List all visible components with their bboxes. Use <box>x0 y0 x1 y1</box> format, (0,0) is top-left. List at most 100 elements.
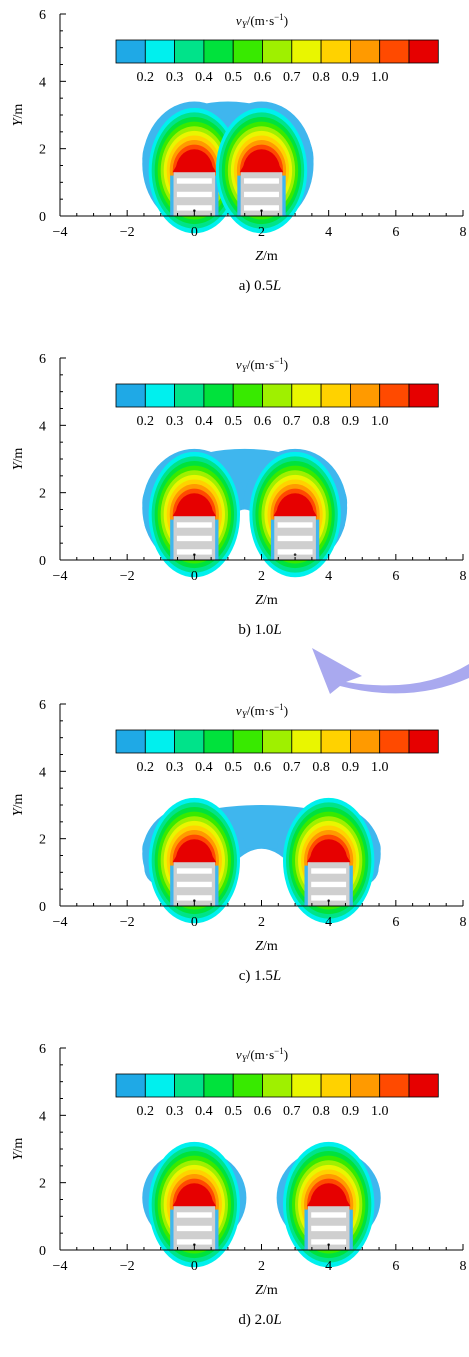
pallet-stripe <box>244 205 279 211</box>
flame-peak <box>180 503 191 517</box>
pallet-stripe <box>176 868 212 874</box>
colorbar-tick-label: 0.6 <box>254 1104 272 1119</box>
contour-source-1 <box>148 1141 241 1268</box>
flame-peak <box>323 1197 334 1207</box>
pallet-2 <box>240 172 283 216</box>
x-tick-label: 2 <box>258 1259 265 1274</box>
x-tick-label: 8 <box>460 225 467 240</box>
x-tick-label: −4 <box>53 225 68 240</box>
axes <box>59 357 464 561</box>
colorbar-tick-label: 0.7 <box>283 70 301 85</box>
flame-peak <box>340 853 351 863</box>
x-tick-label: 2 <box>258 225 265 240</box>
pallet-stripe <box>176 535 212 542</box>
x-tick-label: −4 <box>53 569 68 584</box>
flame-peak <box>306 507 317 517</box>
flame-peak <box>306 853 317 863</box>
flame-peak <box>189 163 200 173</box>
colorbar-cell <box>408 39 439 64</box>
pallet-stripe <box>311 881 347 888</box>
x-tick-label: 8 <box>460 1259 467 1274</box>
pallet-stripe <box>176 1239 212 1245</box>
flame-peak <box>273 507 284 517</box>
pallet-stripe <box>176 895 212 901</box>
axes <box>59 13 464 217</box>
colorbar-tick-label: 1.0 <box>371 70 389 85</box>
y-tick-label: 0 <box>39 210 46 225</box>
x-tick-label: 4 <box>325 1259 332 1274</box>
colorbar-tick-label: 1.0 <box>371 414 389 429</box>
colorbar-tick-label: 0.4 <box>195 1104 213 1119</box>
x-tick-label: −2 <box>120 915 135 930</box>
contour-field <box>142 1141 381 1268</box>
flame-peak <box>264 159 275 173</box>
flame-peak <box>323 853 334 863</box>
flame-peak <box>332 1193 343 1207</box>
colorbar-tick-label: 0.3 <box>166 760 184 775</box>
flame-peaks <box>172 503 217 517</box>
flame-peak <box>197 503 208 517</box>
pallet-2 <box>274 516 316 560</box>
x-tick-label: 2 <box>258 915 265 930</box>
y-tick-label: 6 <box>39 698 46 713</box>
x-tick-label: 0 <box>191 1259 198 1274</box>
flame-peak <box>189 853 200 863</box>
colorbar-tick-label: 0.5 <box>224 760 242 775</box>
colorbar-tick-label: 0.6 <box>254 414 272 429</box>
chart-panel-c: −4 −2 0 2 4 6 8 0 2 4 6 Z/m Y/m vY/(m·s−1) 0.2 0.3 0.4 0.… <box>11 698 467 984</box>
flame-peaks <box>239 159 284 173</box>
panel-caption: c) 1.5L <box>239 968 282 984</box>
colorbar-tick-label: 0.7 <box>283 414 301 429</box>
colorbar-tick-label: 0.8 <box>312 1104 330 1119</box>
colorbar-tick-label: 0.3 <box>166 414 184 429</box>
x-tick-label: 0 <box>191 915 198 930</box>
colorbar-cell <box>408 383 439 408</box>
x-tick-label: 6 <box>392 915 399 930</box>
contour-gap <box>226 848 297 906</box>
y-tick-label: 6 <box>39 8 46 23</box>
flame-peak <box>189 507 200 517</box>
flame-peak <box>248 159 259 173</box>
y-tick-label: 2 <box>39 833 46 848</box>
contour-field <box>142 797 381 924</box>
x-tick-label: 6 <box>392 1259 399 1274</box>
pallet-stripe <box>176 178 212 184</box>
y-tick-label: 0 <box>39 900 46 915</box>
flame-peak <box>172 507 183 517</box>
chart-panel-a: −4 −2 0 2 4 6 8 0 2 4 6 Z/m Y/m vY/(m·s−1) 0.2 0.3 0.4 0.… <box>11 8 467 294</box>
y-axis-label: Y/m <box>11 104 26 127</box>
colorbar-cell <box>408 1073 439 1098</box>
contour-source-1 <box>148 451 241 578</box>
axes <box>59 1047 464 1251</box>
colorbar-tick-label: 0.8 <box>312 414 330 429</box>
pallet-stripe <box>311 868 347 874</box>
pallet-1 <box>173 172 216 216</box>
contour-field <box>142 448 348 578</box>
y-tick-label: 0 <box>39 1244 46 1259</box>
colorbar: vY/(m·s−1) 0.2 0.3 0.4 0.5 0.6 0.7 0.8 0.9 1.0 <box>115 356 439 429</box>
contour-source-2 <box>249 451 341 578</box>
y-tick-label: 4 <box>39 75 46 90</box>
colorbar-tick-label: 0.2 <box>137 70 155 85</box>
panel-caption: a) 0.5L <box>239 278 282 294</box>
colorbar: vY/(m·s−1) 0.2 0.3 0.4 0.5 0.6 0.7 0.8 0.9 1.0 <box>115 12 439 85</box>
flame-peak <box>180 849 191 863</box>
y-axis-label: Y/m <box>11 794 26 817</box>
colorbar-tick-label: 0.7 <box>283 1104 301 1119</box>
pallet-stripe <box>311 1225 347 1232</box>
pallet-2 <box>307 862 350 906</box>
pallet-stripe <box>176 205 212 211</box>
x-tick-label: 8 <box>460 915 467 930</box>
pallet-stripe <box>277 549 313 555</box>
flame-peak <box>189 1197 200 1207</box>
flame-peak <box>206 1197 217 1207</box>
contour-source-1 <box>148 107 241 234</box>
flame-peaks <box>172 849 217 863</box>
x-tick-label: −2 <box>120 225 135 240</box>
flame-peak <box>206 507 217 517</box>
colorbar-tick-label: 0.4 <box>195 414 213 429</box>
colorbar-tick-label: 0.2 <box>137 1104 155 1119</box>
x-tick-label: 0 <box>191 225 198 240</box>
contour-source-2 <box>282 1141 375 1268</box>
